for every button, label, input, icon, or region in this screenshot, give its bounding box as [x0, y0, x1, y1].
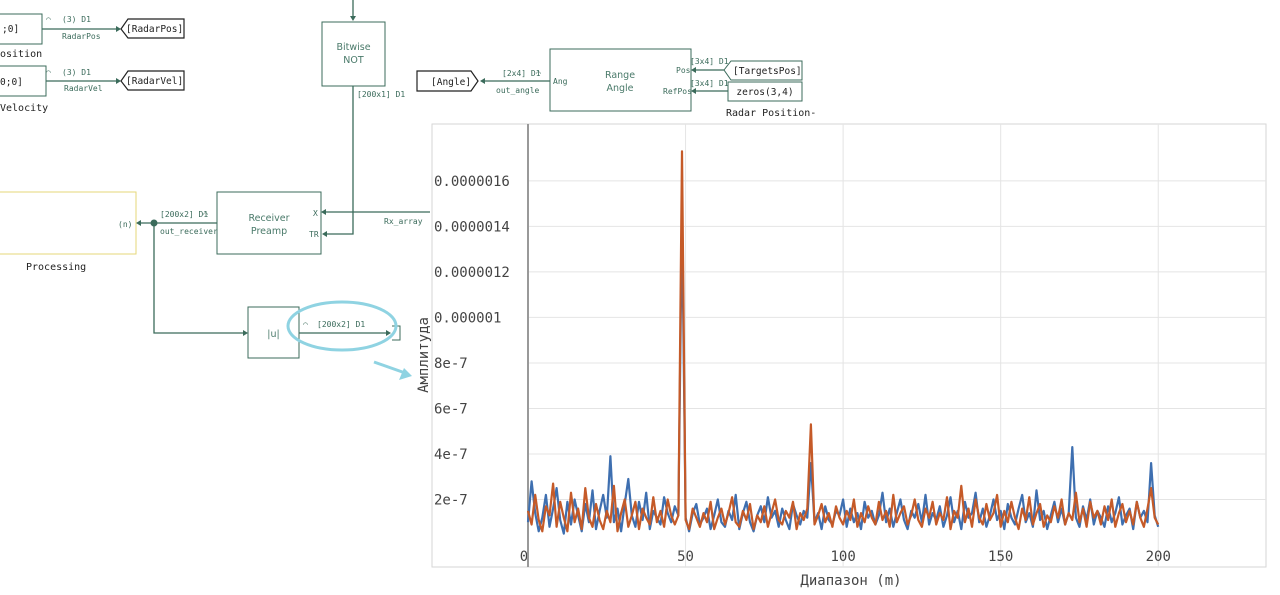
- bitwise-not-line2: NOT: [343, 55, 364, 66]
- constant-block-velocity-caption: Velocity: [0, 103, 48, 114]
- goto-tag-radarvel[interactable]: [120, 70, 185, 91]
- wifi-icon: ◠: [303, 320, 308, 329]
- wire-arrow-tr: [322, 231, 327, 237]
- block-diagram: ;0] osition ◠ (3) D1 RadarPos [RadarPos]…: [0, 0, 816, 380]
- x-tick-label: 50: [677, 549, 694, 565]
- receiver-port-x: X: [313, 209, 318, 218]
- y-tick-label: 0.0000016: [434, 174, 510, 190]
- signal-dim-radarvel: (3) D1: [62, 68, 91, 77]
- signal-name-angle: out_angle: [496, 86, 540, 95]
- wire-arrow-angle: [480, 78, 485, 84]
- from-tag-targetspos[interactable]: [723, 60, 803, 81]
- processing-port: (n): [118, 220, 132, 229]
- goto-tag-radarpos-label: [RadarPos]: [126, 24, 183, 35]
- goto-tag-radarpos[interactable]: [120, 18, 185, 39]
- wifi-icon: ◠: [203, 210, 208, 219]
- goto-tag-radarvel-label: [RadarVel]: [126, 76, 183, 87]
- y-tick-label: 4e-7: [434, 447, 468, 463]
- x-tick-label: 150: [988, 549, 1013, 565]
- y-axis-ticks: 2e-7 4e-7 6e-7 8e-7 0.000001 0.0000012 0.00000…: [434, 174, 510, 509]
- wire-arrow-bitwise-in: [350, 16, 356, 21]
- signal-dim-abs-out: [200x2] D1: [317, 320, 365, 329]
- signal-dim-angle: [2x4] D1: [502, 69, 541, 78]
- wifi-icon: ◠: [46, 68, 51, 77]
- range-angle-port-ang: Ang: [553, 77, 568, 86]
- signal-dim-radarpos: (3) D1: [62, 15, 91, 24]
- series-line-2: [526, 150, 1160, 533]
- signal-dim-bitwise-out: [200x1] D1: [357, 90, 405, 99]
- wire-arrow-abs: [243, 330, 248, 336]
- receiver-preamp-line2: Preamp: [251, 226, 287, 237]
- y-tick-label: 6e-7: [434, 401, 468, 417]
- bitwise-not-line1: Bitwise: [336, 42, 370, 53]
- constant-block-position-value: ;0]: [2, 24, 19, 35]
- signal-dim-zeros: [3x4] D1: [690, 79, 729, 88]
- signal-name-rx-array: Rx_array: [384, 217, 423, 226]
- x-axis-ticks: 0 50 100 150 200: [520, 549, 1171, 565]
- range-angle-port-refpos: RefPos: [663, 87, 692, 96]
- y-tick-label: 2e-7: [434, 492, 468, 508]
- signal-dim-targetspos: [3x4] D1: [690, 57, 729, 66]
- x-tick-label: 200: [1146, 549, 1171, 565]
- highlight-ellipse: [286, 300, 398, 352]
- signal-name-receiver-out: out_receiver: [160, 227, 218, 236]
- chart-series: [526, 150, 1160, 535]
- constant-block-position-caption: osition: [0, 49, 42, 60]
- y-tick-label: 8e-7: [434, 356, 468, 372]
- x-tick-label: 100: [830, 549, 855, 565]
- wire-arrow-radarpos: [116, 26, 121, 32]
- highlight-arrow-head: [399, 368, 412, 380]
- goto-tag-angle-label: [Angle]: [431, 77, 471, 88]
- wire-arrow-x: [321, 209, 326, 215]
- receiver-port-tr: TR: [309, 230, 319, 239]
- from-tag-targetspos-label: [TargetsPos]: [733, 66, 802, 77]
- wire-arrow-zeros: [691, 88, 696, 94]
- range-angle-line2: Angle: [606, 83, 633, 94]
- receiver-preamp-line1: Receiver: [248, 213, 289, 224]
- signal-name-radarpos: RadarPos: [62, 32, 101, 41]
- wifi-icon: ◠: [46, 15, 51, 24]
- y-tick-label: 0.0000014: [434, 219, 510, 235]
- processing-caption: Processing: [26, 262, 86, 273]
- series-line-1: [526, 211, 1160, 535]
- constant-block-velocity-value: 0;0]: [0, 77, 23, 88]
- wire-to-abs[interactable]: [153, 223, 245, 334]
- wire-arrow-processing: [136, 220, 141, 226]
- y-tick-label: 0.0000012: [434, 265, 510, 281]
- x-tick-label: 0: [520, 549, 528, 565]
- wire-arrow-radarvel: [116, 78, 121, 84]
- wire-arrow-abs-out: [386, 330, 391, 336]
- signal-name-radarvel: RadarVel: [64, 84, 103, 93]
- radar-position-caption: Radar Position-: [726, 108, 816, 119]
- zeros-block[interactable]: [727, 81, 803, 102]
- wire-arrow-targetspos: [691, 67, 696, 73]
- wire-bitwise-to-tr[interactable]: [325, 86, 354, 235]
- range-angle-port-pos: Pos: [676, 66, 691, 75]
- bitwise-not-block[interactable]: [321, 21, 386, 87]
- signal-dim-receiver-out: [200x2] D1: [160, 210, 208, 219]
- wifi-icon: ◠: [536, 69, 541, 78]
- y-axis-label: Амплитуда: [416, 317, 432, 393]
- receiver-preamp-block[interactable]: [216, 191, 322, 255]
- processing-block[interactable]: [0, 191, 137, 255]
- chart-panel: 2e-7 4e-7 6e-7 8e-7 0.000001 0.0000012 0.00000…: [416, 123, 1267, 589]
- range-angle-line1: Range: [605, 70, 635, 81]
- x-axis-label: Диапазон (m): [800, 573, 901, 589]
- goto-tag-angle[interactable]: [416, 70, 479, 92]
- range-angle-block[interactable]: [549, 48, 692, 112]
- y-tick-label: 0.000001: [434, 310, 501, 326]
- zeros-block-label: zeros(3,4): [736, 87, 793, 98]
- abs-block-label: |u|: [267, 329, 279, 340]
